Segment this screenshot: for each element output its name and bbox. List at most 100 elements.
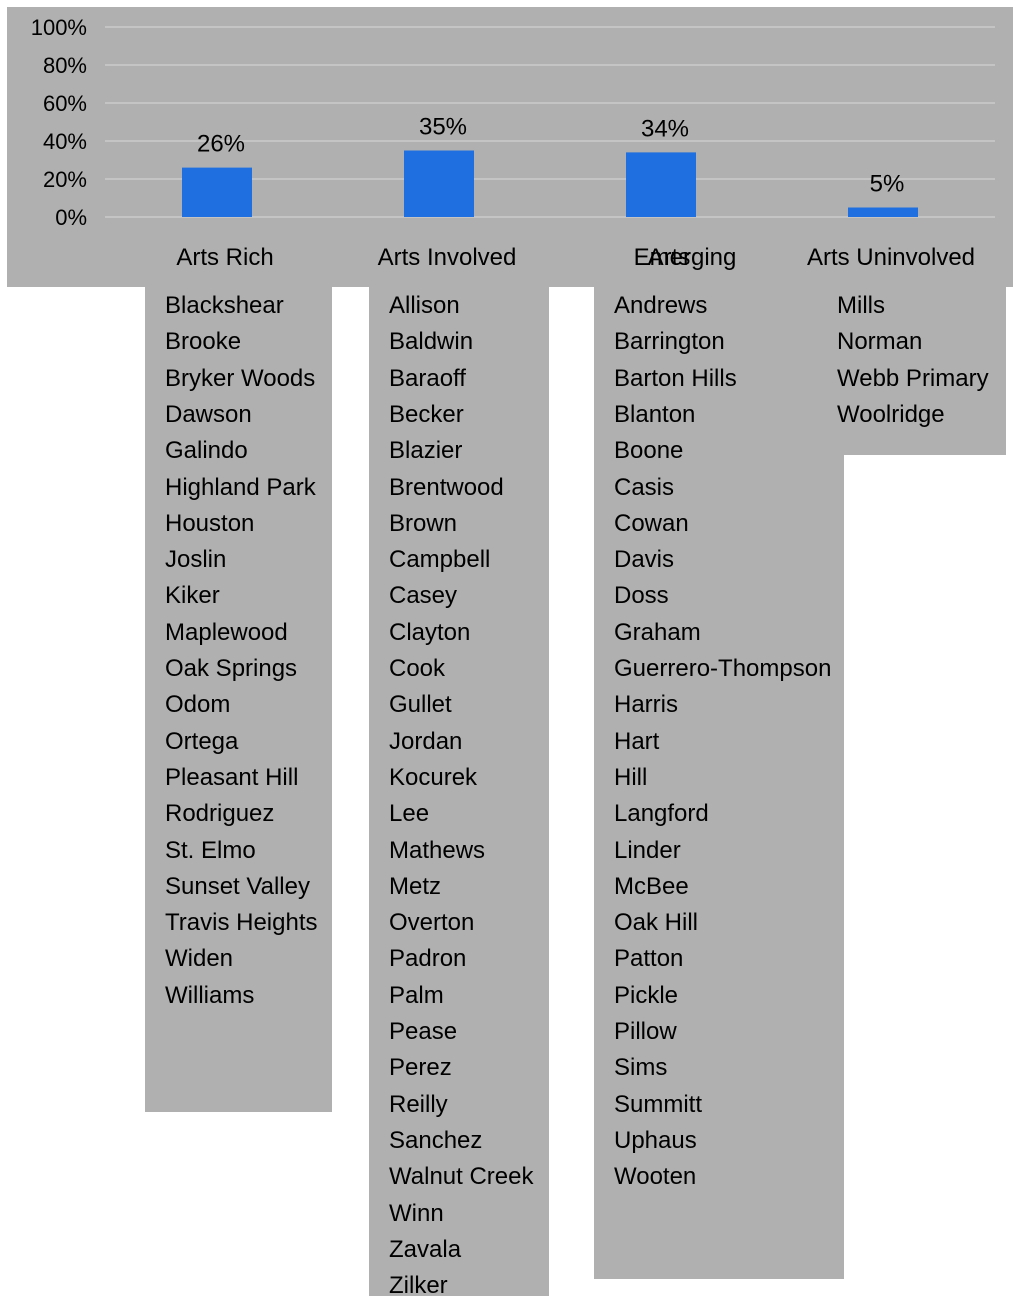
x-tick-label: Arts Rich bbox=[176, 244, 273, 271]
school-name: Langford bbox=[614, 800, 709, 828]
school-name: Guerrero-Thompson bbox=[614, 655, 832, 682]
school-name: Barrington bbox=[614, 328, 725, 356]
school-name: Pease bbox=[389, 1018, 458, 1045]
school-name: Highland Park bbox=[165, 473, 316, 501]
school-list-panel-arts-uninvolved: Mills Norman Webb Primary Woolridge bbox=[817, 287, 1006, 455]
school-name: Boone bbox=[614, 437, 684, 465]
y-tick-label: 0% bbox=[55, 205, 87, 230]
data-label: 35% bbox=[419, 114, 467, 141]
school-name: Palm bbox=[389, 981, 444, 1009]
school-name: Oak Hill bbox=[614, 909, 699, 937]
school-name: Oak Springs bbox=[165, 655, 298, 682]
school-name: Doss bbox=[614, 582, 669, 610]
school-name: Patton bbox=[614, 945, 684, 973]
school-name: Perez bbox=[389, 1054, 452, 1082]
school-name: Norman bbox=[837, 328, 923, 356]
school-name: Blazier bbox=[389, 437, 463, 465]
x-tick-label: Arts bbox=[648, 244, 691, 271]
school-name: Kiker bbox=[165, 582, 220, 610]
school-name: Galindo bbox=[165, 437, 248, 465]
school-name: Barton Hills bbox=[614, 364, 737, 392]
school-name: Zilker bbox=[389, 1272, 448, 1300]
data-label: 5% bbox=[870, 171, 905, 198]
school-name: Webb Primary bbox=[837, 364, 989, 392]
school-name: Zavala bbox=[389, 1235, 462, 1263]
bar bbox=[404, 150, 474, 217]
school-name: Sims bbox=[614, 1054, 668, 1082]
school-name: Harris bbox=[614, 691, 678, 719]
school-name: Maplewood bbox=[165, 618, 288, 646]
school-name: Wooten bbox=[614, 1163, 697, 1191]
y-tick-label: 40% bbox=[43, 129, 87, 154]
school-name: Andrews bbox=[614, 292, 708, 319]
school-name: Allison bbox=[389, 292, 460, 319]
school-name: Walnut Creek bbox=[389, 1163, 534, 1191]
data-label: 26% bbox=[197, 131, 245, 158]
school-name: Bryker Woods bbox=[165, 364, 316, 392]
school-name: Brown bbox=[389, 509, 458, 537]
school-name: Padron bbox=[389, 945, 467, 973]
school-name: Rodriguez bbox=[165, 800, 275, 828]
school-name: Blanton bbox=[614, 400, 696, 428]
school-name: Metz bbox=[389, 872, 442, 900]
school-name: Campbell bbox=[389, 546, 491, 574]
school-name: Woolridge bbox=[837, 400, 945, 428]
school-name: Jordan bbox=[389, 727, 463, 755]
school-name: Cowan bbox=[614, 509, 689, 537]
school-list-panel-arts-rich: Blackshear Brooke Bryker Woods Dawson Galind… bbox=[145, 287, 332, 1112]
school-name: Odom bbox=[165, 691, 231, 719]
x-tick-label: Arts Uninvolved bbox=[807, 244, 975, 271]
school-name: Pickle bbox=[614, 981, 679, 1009]
data-label: 34% bbox=[641, 115, 689, 142]
school-name: Graham bbox=[614, 618, 701, 646]
school-name: Dawson bbox=[165, 400, 252, 428]
y-tick-label: 80% bbox=[43, 53, 87, 78]
school-name: Overton bbox=[389, 909, 475, 937]
school-name: Joslin bbox=[165, 546, 227, 574]
school-name: Davis bbox=[614, 546, 675, 574]
bar bbox=[626, 152, 696, 217]
school-name: Pillow bbox=[614, 1018, 677, 1045]
school-name: Brooke bbox=[165, 328, 242, 356]
school-list-panel-arts-involved: Allison Baldwin Baraoff Becker Blazier Brentw… bbox=[369, 287, 549, 1299]
school-name: Mathews bbox=[389, 836, 486, 864]
school-name: Casis bbox=[614, 473, 675, 501]
y-tick-label: 20% bbox=[43, 167, 87, 192]
bar bbox=[182, 167, 252, 217]
school-name: Clayton bbox=[389, 618, 471, 646]
school-name: Williams bbox=[165, 981, 255, 1009]
school-name: Sunset Valley bbox=[165, 872, 310, 900]
school-name: Pleasant Hill bbox=[165, 763, 299, 791]
school-name: Gullet bbox=[389, 691, 452, 719]
school-name: Uphaus bbox=[614, 1126, 697, 1154]
school-name: Reilly bbox=[389, 1090, 448, 1118]
school-name: McBee bbox=[614, 872, 689, 900]
school-name: Lee bbox=[389, 800, 430, 828]
school-name: Sanchez bbox=[389, 1126, 483, 1154]
school-name: Becker bbox=[389, 400, 464, 428]
school-name: Blackshear bbox=[165, 292, 284, 319]
school-name: Hart bbox=[614, 727, 660, 755]
y-tick-label: 100% bbox=[31, 15, 87, 40]
y-tick-label: 60% bbox=[43, 91, 87, 116]
school-name: Hill bbox=[614, 763, 648, 791]
chart-panel: 0% 20% 40% 60% 80% 100% 26% Arts Rich 35% Arts In… bbox=[7, 7, 1013, 287]
school-name: Houston bbox=[165, 509, 255, 537]
school-name: Widen bbox=[165, 945, 234, 973]
x-tick-label-overlay: Emerging bbox=[634, 244, 737, 271]
school-name: Casey bbox=[389, 582, 458, 610]
school-name: Linder bbox=[614, 836, 681, 864]
school-name: Baldwin bbox=[389, 328, 474, 356]
school-name: Summitt bbox=[614, 1090, 703, 1118]
school-name: St. Elmo bbox=[165, 836, 256, 864]
school-name: Travis Heights bbox=[165, 909, 318, 937]
school-name: Mills bbox=[837, 292, 885, 319]
school-name: Brentwood bbox=[389, 473, 504, 501]
school-name: Kocurek bbox=[389, 763, 478, 791]
school-name: Ortega bbox=[165, 727, 239, 755]
school-name: Winn bbox=[389, 1199, 444, 1227]
bar bbox=[848, 207, 918, 217]
school-name: Baraoff bbox=[389, 364, 466, 392]
x-tick-label: Arts Involved bbox=[378, 244, 517, 271]
bar-chart: 0% 20% 40% 60% 80% 100% 26% Arts Rich 35% Arts In… bbox=[31, 15, 995, 271]
